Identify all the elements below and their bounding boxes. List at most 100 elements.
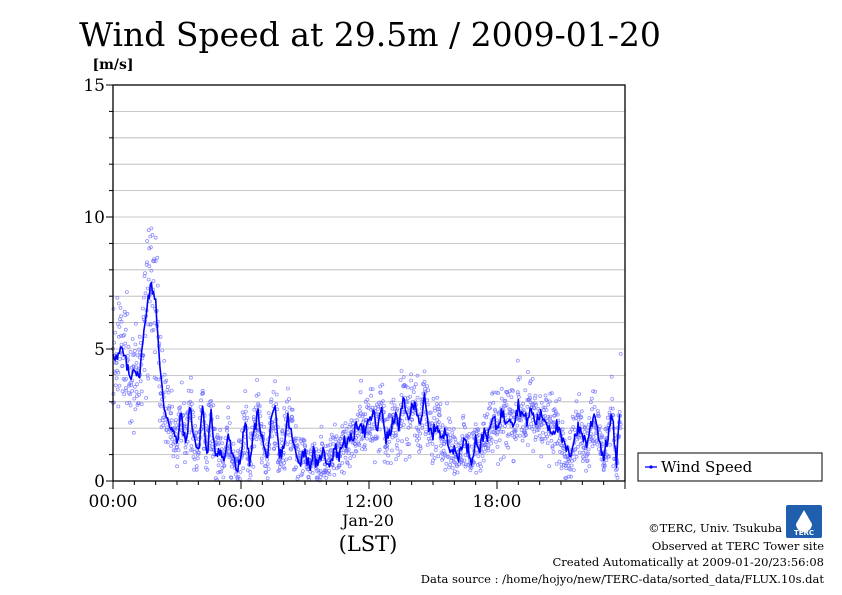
scatter-point — [357, 443, 362, 448]
scatter-point — [242, 413, 247, 418]
scatter-point — [579, 409, 584, 414]
scatter-point — [166, 390, 171, 395]
scatter-point — [325, 449, 330, 454]
scatter-point — [523, 432, 528, 437]
scatter-point — [504, 403, 509, 408]
scatter-point — [569, 463, 574, 468]
scatter-point — [417, 449, 422, 454]
scatter-point — [349, 418, 354, 423]
scatter-point — [278, 456, 283, 461]
scatter-point — [293, 465, 298, 470]
scatter-point — [115, 368, 120, 373]
scatter-point — [233, 472, 238, 477]
scatter-point — [218, 428, 223, 432]
scatter-point — [290, 418, 295, 423]
scatter-point — [296, 447, 301, 452]
scatter-point — [463, 464, 468, 469]
scatter-point — [450, 443, 455, 448]
scatter-point — [123, 327, 128, 332]
scatter-point — [118, 357, 122, 361]
scatter-point — [155, 255, 160, 260]
scatter-point — [385, 444, 390, 448]
scatter-point — [363, 447, 368, 452]
scatter-point — [587, 464, 592, 469]
scatter-point — [133, 342, 138, 347]
scatter-point — [422, 369, 427, 374]
scatter-point — [117, 301, 121, 306]
scatter-point — [296, 474, 301, 479]
scatter-point — [354, 449, 359, 454]
scatter-point — [497, 438, 502, 443]
scatter-point — [268, 399, 273, 404]
scatter-point — [183, 460, 187, 465]
scatter-point — [166, 430, 171, 435]
scatter-point — [225, 428, 230, 433]
observed-text: Observed at TERC Tower site — [652, 539, 824, 553]
scatter-point — [448, 420, 453, 424]
scatter-point — [287, 405, 292, 410]
scatter-point — [259, 460, 264, 465]
scatter-point — [175, 455, 180, 460]
scatter-point — [216, 463, 221, 468]
scatter-point — [159, 404, 163, 409]
scatter-point — [282, 413, 287, 418]
scatter-point — [527, 393, 532, 398]
scatter-point — [476, 454, 481, 459]
scatter-point — [618, 351, 623, 356]
scatter-point — [553, 409, 558, 414]
scatter-point — [577, 412, 581, 417]
scatter-point — [219, 469, 224, 474]
scatter-point — [608, 406, 613, 411]
scatter-point — [615, 475, 620, 480]
scatter-point — [116, 370, 121, 375]
scatter-point — [591, 389, 595, 394]
scatter-point — [156, 377, 161, 382]
scatter-point — [129, 419, 134, 424]
scatter-point — [547, 464, 552, 469]
scatter-point — [401, 375, 406, 380]
scatter-point — [432, 415, 437, 420]
scatter-point — [300, 441, 305, 446]
scatter-point — [337, 463, 342, 468]
scatter-point — [528, 396, 532, 401]
gridlines — [113, 84, 625, 456]
scatter-point — [425, 384, 430, 389]
scatter-point — [546, 402, 551, 407]
scatter-point — [555, 412, 560, 417]
scatter-point — [272, 446, 277, 451]
scatter-point — [560, 427, 565, 432]
scatter-point — [280, 441, 285, 446]
y-tick-label: 5 — [94, 340, 105, 360]
scatter-point — [405, 385, 410, 390]
scatter-point — [574, 454, 579, 459]
scatter-point — [464, 462, 469, 467]
scatter-point — [528, 381, 532, 386]
scatter-point — [360, 414, 365, 419]
scatter-point — [266, 411, 271, 416]
scatter-point — [395, 406, 400, 411]
scatter-point — [603, 427, 608, 432]
scatter-point — [589, 400, 593, 405]
scatter-points — [111, 226, 623, 483]
scatter-point — [501, 429, 506, 434]
scatter-point — [440, 423, 445, 428]
x-axis: 00:00 06:00 12:00 18:00 — [89, 481, 626, 512]
scatter-point — [493, 439, 498, 444]
scatter-point — [162, 358, 167, 363]
scatter-point — [515, 390, 520, 395]
scatter-point — [170, 437, 175, 442]
scatter-point — [251, 464, 256, 469]
scatter-point — [486, 448, 491, 453]
legend-box — [637, 452, 823, 482]
scatter-point — [120, 363, 125, 368]
scatter-point — [571, 468, 576, 473]
scatter-point — [493, 409, 498, 414]
scatter-point — [134, 361, 139, 365]
scatter-point — [360, 436, 365, 441]
scatter-point — [441, 456, 446, 461]
scatter-point — [569, 474, 573, 479]
scatter-point — [199, 398, 203, 403]
scatter-point — [228, 475, 233, 480]
scatter-point — [381, 403, 386, 408]
scatter-point — [329, 432, 334, 437]
